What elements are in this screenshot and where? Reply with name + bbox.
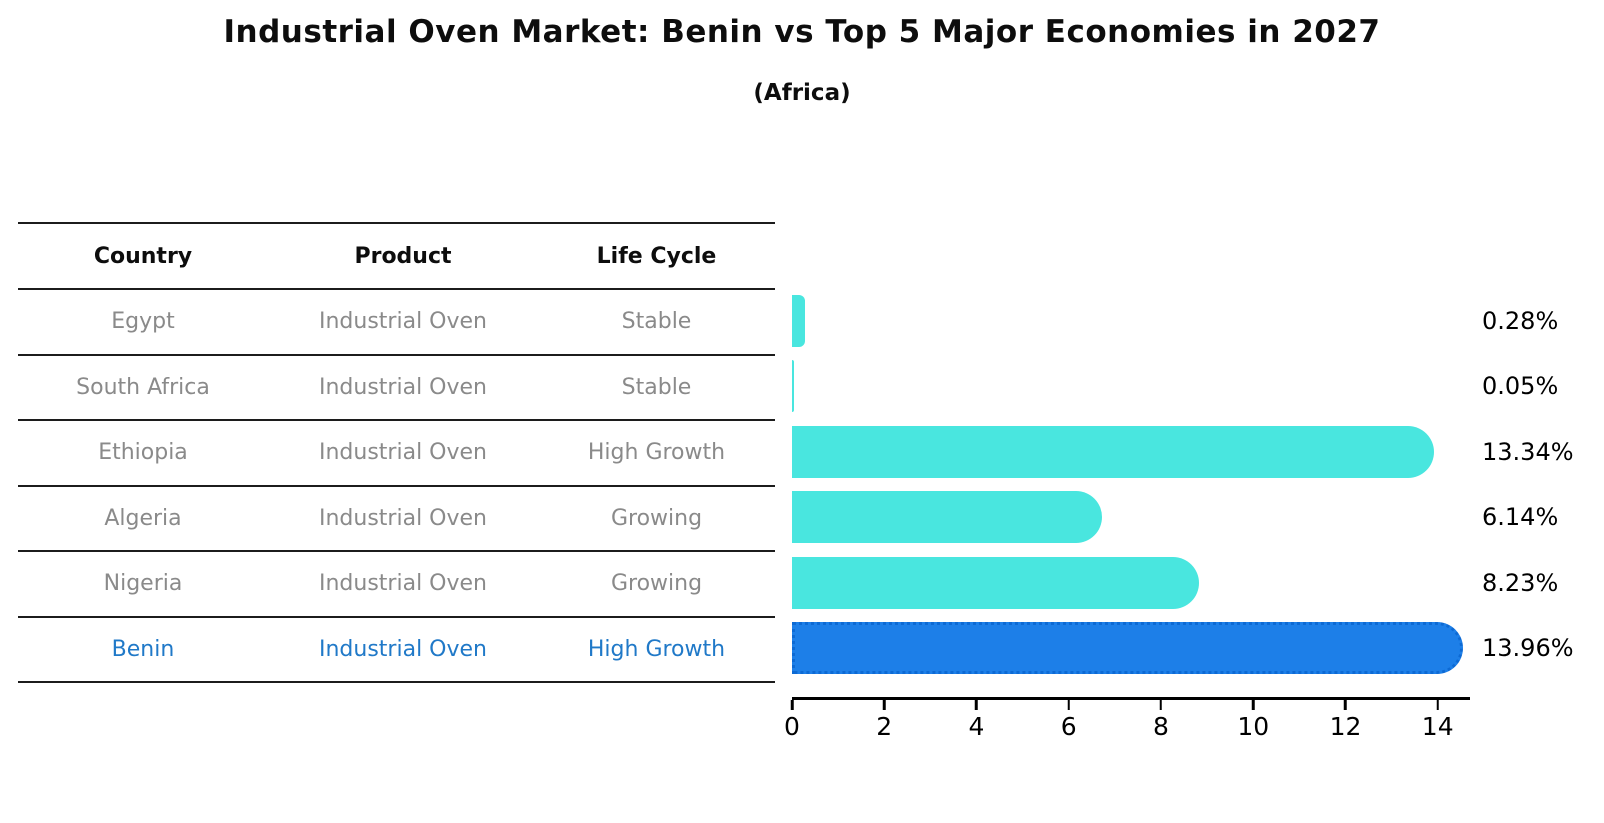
country-cell: Ethiopia — [98, 440, 188, 466]
product-cell: Industrial Oven — [319, 374, 487, 400]
product-cell: Industrial Oven — [319, 505, 487, 531]
x-tick — [882, 700, 886, 710]
value-label-egypt: 0.28% — [1482, 306, 1559, 335]
table-row: Benin Industrial Oven High Growth — [18, 618, 775, 683]
x-tick-label: 2 — [876, 712, 893, 741]
x-tick — [975, 700, 978, 710]
product-cell: Industrial Oven — [319, 440, 487, 466]
lifecycle-cell: Growing — [610, 571, 703, 597]
chart-title: Industrial Oven Market: Benin vs Top 5 M… — [223, 14, 1381, 50]
x-tick-label: 8 — [1153, 712, 1169, 741]
value-label-benin: 13.96% — [1482, 634, 1574, 663]
bar-egypt — [792, 294, 805, 347]
x-tick-label: 0 — [784, 712, 800, 741]
x-tick — [1251, 700, 1255, 710]
lifecycle-cell: Stable — [621, 309, 692, 335]
country-cell: Benin — [111, 636, 175, 662]
country-cell: Nigeria — [103, 571, 183, 597]
table-row: South Africa Industrial Oven Stable — [18, 356, 775, 421]
lifecycle-cell: High Growth — [587, 440, 726, 466]
value-label-ethiopia: 13.34% — [1482, 437, 1574, 466]
table-row: Egypt Industrial Oven Stable — [18, 290, 775, 356]
bar-nigeria — [792, 556, 1199, 609]
product-cell: Industrial Oven — [319, 571, 487, 597]
country-cell: Egypt — [111, 309, 175, 335]
table-header-row: Country Product Life Cycle — [18, 224, 775, 290]
column-header-country: Country — [93, 243, 193, 269]
x-tick-label: 10 — [1237, 712, 1270, 741]
lifecycle-cell: High Growth — [587, 636, 726, 662]
value-label-algeria: 6.14% — [1482, 503, 1559, 532]
bar-chart: 0.28% 0.05% 13.34% 6.14% 8.23% 13.96% 0 2 4 6 8 10… — [784, 288, 1602, 758]
x-tick — [1344, 700, 1347, 710]
table-row: Algeria Industrial Oven Growing — [18, 487, 775, 552]
x-tick-label: 14 — [1421, 712, 1454, 741]
value-label-nigeria: 8.23% — [1482, 568, 1559, 597]
table-row: Ethiopia Industrial Oven High Growth — [18, 421, 775, 487]
bar-algeria — [792, 491, 1103, 544]
country-table: Country Product Life Cycle Egypt Industr… — [18, 222, 775, 683]
lifecycle-cell: Stable — [621, 374, 692, 400]
x-axis — [792, 697, 1470, 700]
x-tick — [790, 700, 794, 710]
product-cell: Industrial Oven — [319, 309, 487, 335]
x-tick-label: 4 — [968, 712, 985, 741]
country-cell: Algeria — [104, 505, 182, 531]
value-label-south-africa: 0.05% — [1482, 372, 1559, 401]
product-cell: Industrial Oven — [319, 636, 487, 662]
x-tick — [1067, 700, 1070, 710]
x-tick-label: 12 — [1329, 712, 1362, 741]
bar-benin — [792, 622, 1463, 675]
bar-south-africa — [792, 360, 795, 413]
x-tick — [1436, 700, 1439, 710]
table-body: Egypt Industrial Oven Stable South Afric… — [18, 290, 775, 683]
country-cell: South Africa — [76, 374, 210, 400]
column-header-lifecycle: Life Cycle — [596, 243, 717, 269]
column-header-product: Product — [354, 243, 452, 269]
x-tick — [1159, 700, 1163, 710]
x-tick-label: 6 — [1060, 712, 1077, 741]
lifecycle-cell: Growing — [610, 505, 703, 531]
table-row: Nigeria Industrial Oven Growing — [18, 552, 775, 618]
chart-subtitle: (Africa) — [753, 80, 851, 106]
bar-ethiopia — [792, 425, 1435, 478]
